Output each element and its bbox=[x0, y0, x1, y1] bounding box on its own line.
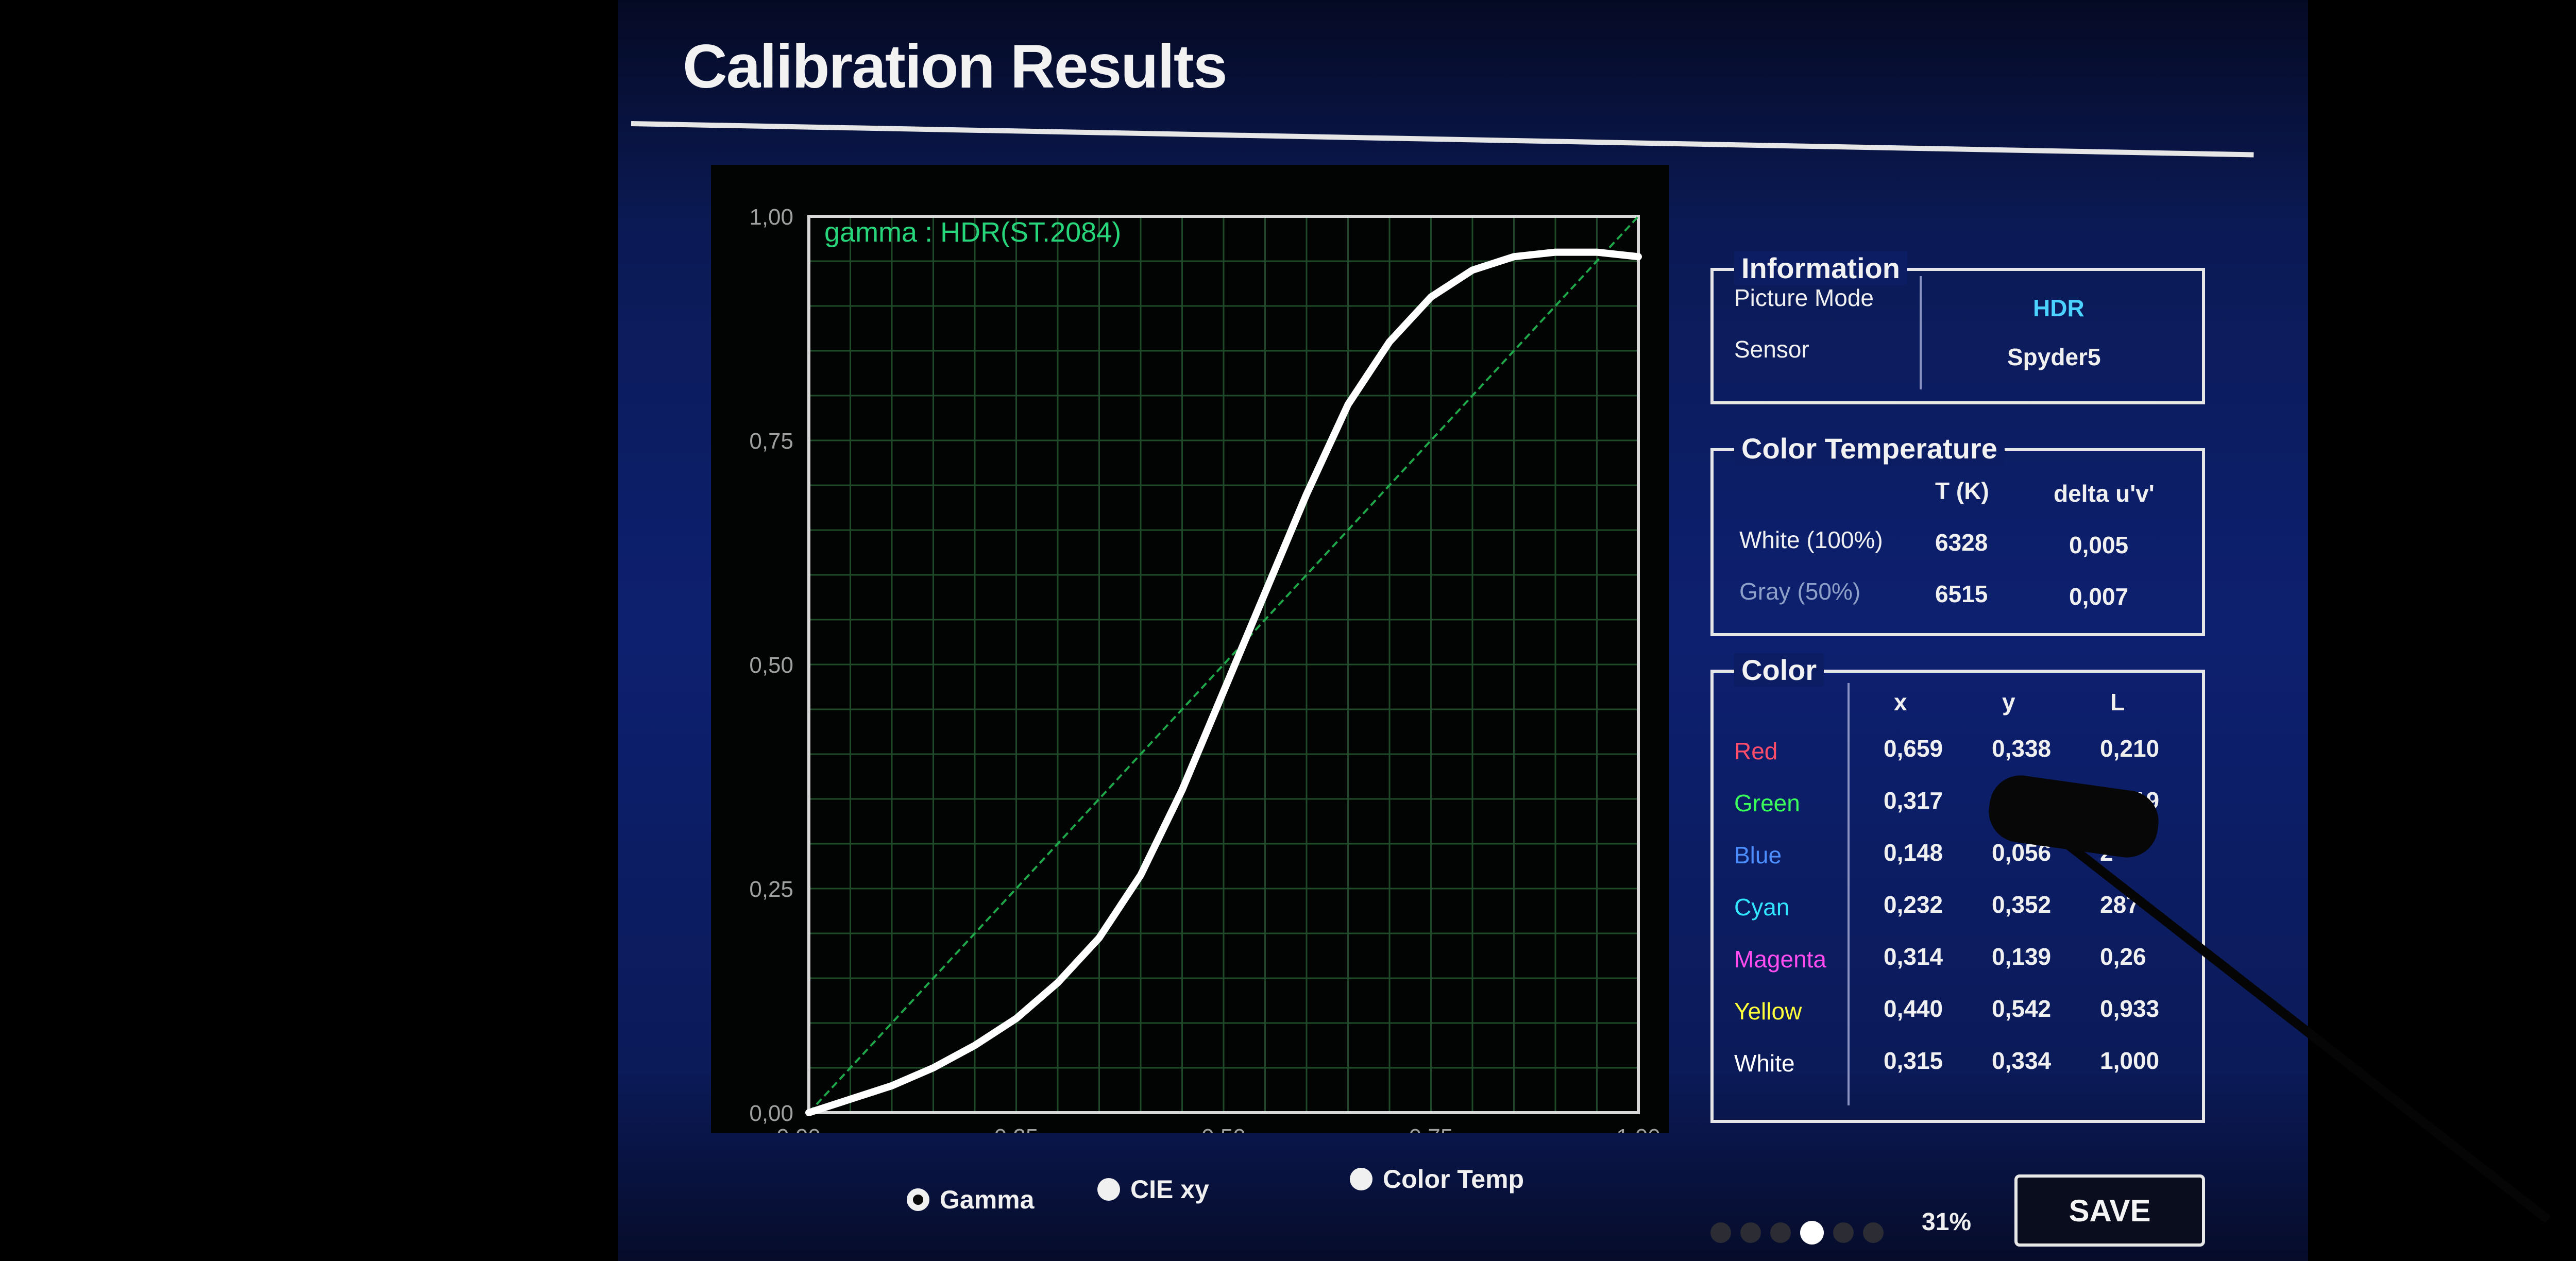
page-dot bbox=[1770, 1222, 1791, 1243]
page-title: Calibration Results bbox=[683, 32, 1228, 101]
x-tick-label: 1,00 bbox=[1616, 1124, 1660, 1133]
picture-mode-label: Picture Mode bbox=[1734, 284, 1874, 311]
save-button[interactable]: SAVE bbox=[2014, 1174, 2205, 1247]
color-row-y-value: 0,334 bbox=[1992, 1047, 2052, 1074]
page-dot bbox=[1863, 1222, 1884, 1243]
color-header-y: y bbox=[2002, 689, 2015, 715]
progress-percent: 31% bbox=[1922, 1208, 1972, 1236]
color-row-label: Green bbox=[1734, 790, 1800, 816]
temp-header-delta: delta u'v' bbox=[2054, 480, 2155, 507]
color-row-x-value: 0,317 bbox=[1884, 787, 1943, 814]
gamma-chart-panel: 0,000,250,500,751,000,250,500,751,000,00… bbox=[711, 165, 1669, 1133]
y-tick-label: 0,25 bbox=[749, 877, 793, 902]
radio-cie-xy[interactable]: CIE xy bbox=[1097, 1174, 1209, 1204]
page-dot bbox=[1710, 1222, 1731, 1243]
gamma-curve bbox=[805, 248, 1642, 1116]
x-tick-label: 0,50 bbox=[1201, 1124, 1246, 1133]
color-row-y-value: 0,542 bbox=[1992, 995, 2052, 1022]
temp-row-gray-label: Gray (50%) bbox=[1739, 578, 1861, 605]
color-header-x: x bbox=[1894, 689, 1907, 715]
color-row-x-value: 0,148 bbox=[1884, 839, 1943, 866]
radio-unselected-icon bbox=[1097, 1178, 1120, 1201]
radio-unselected-icon bbox=[1350, 1168, 1372, 1190]
temp-row-gray-t: 6515 bbox=[1935, 581, 1988, 607]
color-title: Color bbox=[1734, 653, 1824, 687]
page-dot-active bbox=[1800, 1221, 1824, 1245]
sensor-value: Spyder5 bbox=[2007, 344, 2101, 370]
color-row-l-value: 1,000 bbox=[2100, 1047, 2160, 1074]
color-row-l-value: 0,26 bbox=[2100, 943, 2146, 970]
radio-gamma[interactable]: Gamma bbox=[907, 1185, 1034, 1215]
color-row-y-value: 0,352 bbox=[1992, 891, 2052, 918]
x-tick-label: 0,75 bbox=[1409, 1124, 1453, 1133]
color-temperature-title: Color Temperature bbox=[1734, 432, 2005, 465]
color-row-x-value: 0,315 bbox=[1884, 1047, 1943, 1074]
temp-row-gray-delta: 0,007 bbox=[2069, 583, 2129, 610]
page-dot bbox=[1740, 1222, 1761, 1243]
page-dot bbox=[1833, 1222, 1854, 1243]
information-title: Information bbox=[1734, 251, 1907, 285]
x-tick-label: 0,25 bbox=[994, 1124, 1039, 1133]
temp-row-white-label: White (100%) bbox=[1739, 526, 1883, 553]
gamma-chart: 0,00 0,25 0,50 0,75 1,00 0,25 0,50 0,75 1,00 0,00 bbox=[749, 205, 1660, 1133]
color-row-x-value: 0,232 bbox=[1884, 891, 1943, 918]
y-tick-label: 0,75 bbox=[749, 429, 793, 454]
picture-mode-value: HDR bbox=[2033, 295, 2084, 321]
color-header-l: L bbox=[2110, 689, 2125, 715]
temp-header-t: T (K) bbox=[1935, 478, 1989, 504]
radio-selected-icon bbox=[907, 1188, 929, 1211]
y-tick-label: 1,00 bbox=[749, 205, 793, 230]
color-row-x-value: 0,440 bbox=[1884, 995, 1943, 1022]
radio-color-temp-label: Color Temp bbox=[1383, 1165, 1524, 1194]
y-tick-label: 0,00 bbox=[749, 1101, 793, 1126]
plot-frame bbox=[807, 215, 1640, 1114]
page-indicator bbox=[1710, 1221, 1884, 1245]
color-row-l-value: 0,210 bbox=[2100, 735, 2160, 762]
temp-row-white-delta: 0,005 bbox=[2069, 532, 2129, 558]
color-temperature-panel: Color Temperature T (K) delta u'v' White… bbox=[1710, 432, 2205, 636]
radio-gamma-label: Gamma bbox=[940, 1185, 1035, 1214]
color-row-x-value: 0,659 bbox=[1884, 735, 1943, 762]
color-row-label: White bbox=[1734, 1050, 1795, 1077]
color-row-label: Red bbox=[1734, 738, 1778, 764]
information-divider bbox=[1920, 276, 1922, 389]
color-row-label: Magenta bbox=[1734, 946, 1827, 973]
y-tick-label: 0,50 bbox=[749, 653, 793, 678]
color-row-label: Cyan bbox=[1734, 894, 1790, 921]
color-row-y-value: 0,338 bbox=[1992, 735, 2052, 762]
chart-title: gamma : HDR(ST.2084) bbox=[824, 217, 1122, 248]
color-divider bbox=[1848, 683, 1850, 1105]
color-row-label: Yellow bbox=[1734, 998, 1802, 1025]
radio-cie-xy-label: CIE xy bbox=[1130, 1175, 1209, 1204]
information-panel: Information Picture Mode HDR Sensor Spyd… bbox=[1710, 251, 2205, 404]
sensor-label: Sensor bbox=[1734, 336, 1809, 363]
color-panel: Color xyLRed0,6590,3380,210Green0,3170,6… bbox=[1710, 653, 2205, 1123]
radio-color-temp[interactable]: Color Temp bbox=[1350, 1164, 1524, 1194]
temp-row-white-t: 6328 bbox=[1935, 529, 1988, 556]
color-row-l-value: 0,933 bbox=[2100, 995, 2160, 1022]
color-row-x-value: 0,314 bbox=[1884, 943, 1943, 970]
color-row-y-value: 0,139 bbox=[1992, 943, 2052, 970]
x-tick-label: 0,00 bbox=[776, 1124, 821, 1133]
color-row-label: Blue bbox=[1734, 842, 1782, 868]
